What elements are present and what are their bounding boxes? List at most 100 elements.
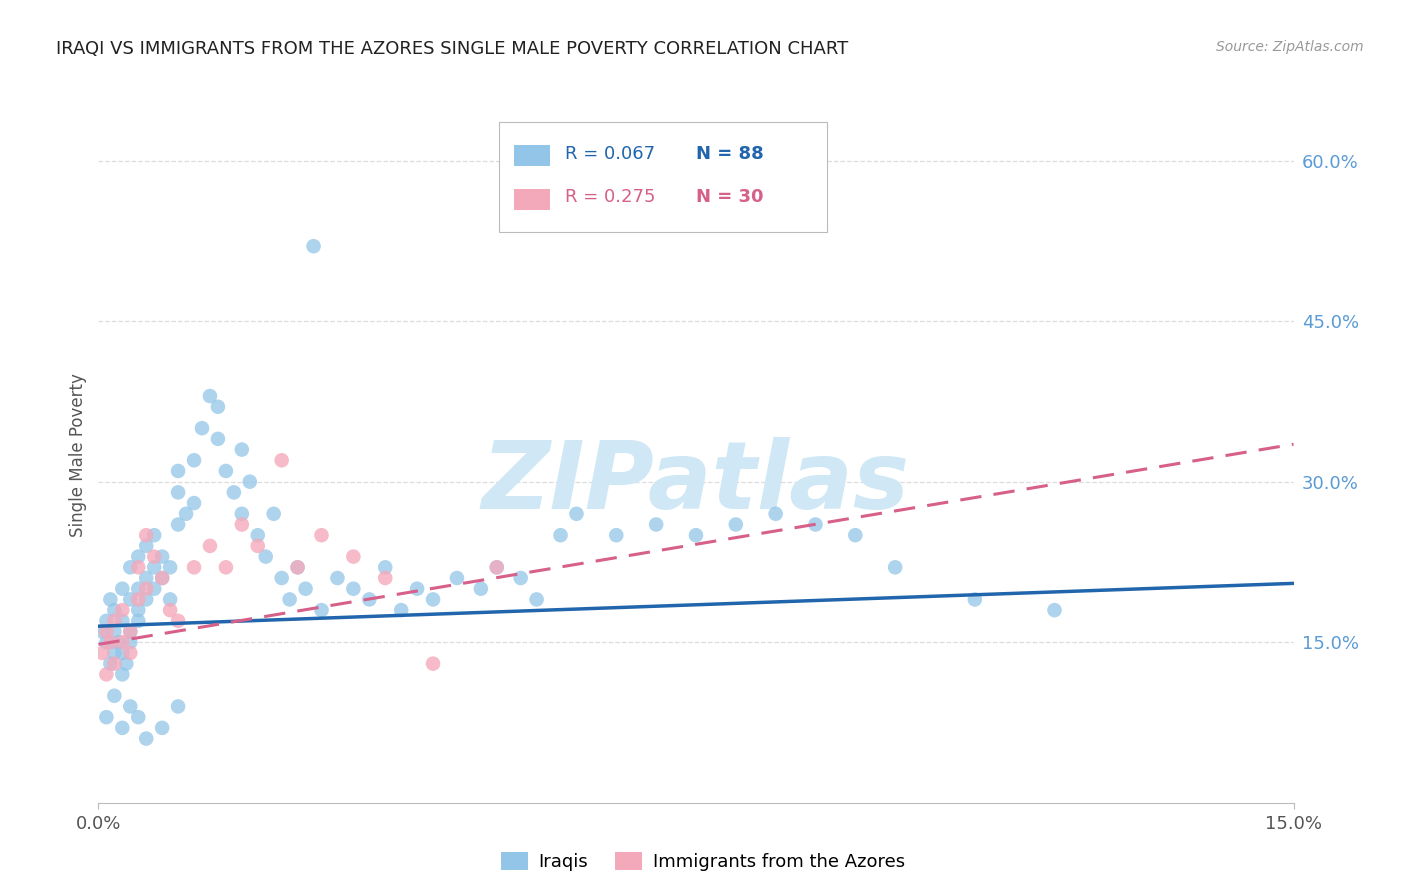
Point	[215, 560, 238, 574]
Point	[103, 657, 125, 671]
Point	[287, 560, 309, 574]
Point	[98, 657, 122, 671]
Point	[278, 592, 301, 607]
Point	[127, 592, 149, 607]
Point	[446, 571, 468, 585]
Point	[167, 517, 190, 532]
Point	[198, 389, 221, 403]
Point	[111, 646, 134, 660]
Point	[103, 646, 125, 660]
Point	[127, 603, 149, 617]
Point	[91, 624, 114, 639]
Point	[111, 603, 134, 617]
Point	[103, 603, 125, 617]
Point	[107, 635, 129, 649]
Point	[167, 699, 190, 714]
Point	[98, 635, 122, 649]
Point	[91, 646, 114, 660]
Point	[111, 635, 134, 649]
Point	[526, 592, 548, 607]
Point	[389, 603, 412, 617]
Point	[804, 517, 827, 532]
Point	[120, 560, 142, 574]
Point	[115, 657, 138, 671]
Point	[550, 528, 572, 542]
Point	[167, 485, 190, 500]
Point	[111, 582, 134, 596]
Point	[565, 507, 588, 521]
Point	[207, 400, 229, 414]
Text: Source: ZipAtlas.com: Source: ZipAtlas.com	[1216, 40, 1364, 54]
Point	[120, 646, 142, 660]
Text: ZIPatlas: ZIPatlas	[482, 437, 910, 529]
Point	[422, 592, 444, 607]
Text: N = 88: N = 88	[696, 145, 763, 163]
Point	[143, 560, 166, 574]
Point	[167, 614, 190, 628]
Text: R = 0.275: R = 0.275	[565, 188, 655, 206]
Point	[111, 667, 134, 681]
Point	[143, 528, 166, 542]
Point	[127, 560, 149, 574]
Point	[509, 571, 531, 585]
FancyBboxPatch shape	[499, 122, 827, 232]
Point	[96, 635, 118, 649]
Point	[231, 507, 253, 521]
Point	[103, 614, 125, 628]
Point	[246, 528, 269, 542]
Point	[96, 614, 118, 628]
Point	[239, 475, 262, 489]
Point	[96, 624, 118, 639]
Point	[326, 571, 349, 585]
Point	[374, 560, 396, 574]
Point	[198, 539, 221, 553]
Point	[485, 560, 508, 574]
Point	[1043, 603, 1066, 617]
Point	[135, 731, 157, 746]
Point	[470, 582, 492, 596]
Point	[135, 592, 157, 607]
Point	[359, 592, 381, 607]
Point	[98, 592, 122, 607]
Text: N = 30: N = 30	[696, 188, 763, 206]
Point	[143, 582, 166, 596]
Point	[183, 453, 205, 467]
Point	[120, 635, 142, 649]
Point	[120, 699, 142, 714]
Point	[270, 453, 292, 467]
Point	[96, 667, 118, 681]
Point	[96, 710, 118, 724]
Point	[215, 464, 238, 478]
Point	[645, 517, 668, 532]
Point	[167, 464, 190, 478]
Point	[159, 592, 181, 607]
Point	[231, 442, 253, 457]
Point	[103, 689, 125, 703]
Point	[135, 528, 157, 542]
Point	[159, 560, 181, 574]
Y-axis label: Single Male Poverty: Single Male Poverty	[69, 373, 87, 537]
Point	[127, 549, 149, 564]
Point	[135, 582, 157, 596]
Point	[311, 603, 333, 617]
Point	[150, 571, 173, 585]
Point	[287, 560, 309, 574]
Point	[263, 507, 285, 521]
Point	[207, 432, 229, 446]
Point	[485, 560, 508, 574]
Text: IRAQI VS IMMIGRANTS FROM THE AZORES SINGLE MALE POVERTY CORRELATION CHART: IRAQI VS IMMIGRANTS FROM THE AZORES SING…	[56, 40, 848, 58]
Point	[884, 560, 907, 574]
Point	[231, 517, 253, 532]
Point	[246, 539, 269, 553]
FancyBboxPatch shape	[515, 189, 550, 210]
Point	[135, 571, 157, 585]
Point	[183, 496, 205, 510]
Point	[103, 624, 125, 639]
Point	[342, 549, 364, 564]
Point	[150, 721, 173, 735]
Point	[254, 549, 277, 564]
Point	[342, 582, 364, 596]
FancyBboxPatch shape	[515, 145, 550, 166]
Point	[159, 603, 181, 617]
Point	[127, 614, 149, 628]
